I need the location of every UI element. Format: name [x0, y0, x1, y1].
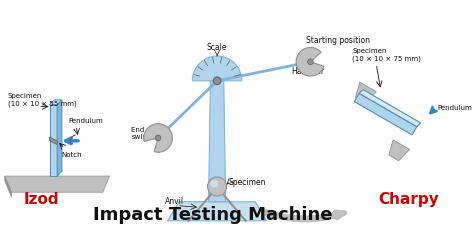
Text: Scale: Scale — [207, 43, 228, 52]
Text: Hammer: Hammer — [292, 66, 325, 76]
Text: Charpy: Charpy — [378, 192, 439, 208]
Circle shape — [213, 77, 221, 85]
Circle shape — [155, 135, 161, 141]
Text: Izod: Izod — [24, 192, 59, 208]
Polygon shape — [5, 176, 11, 197]
Text: Notch: Notch — [61, 152, 82, 158]
Polygon shape — [5, 176, 109, 192]
Text: Impact Testing Machine: Impact Testing Machine — [92, 206, 332, 224]
Circle shape — [210, 180, 218, 187]
Polygon shape — [356, 82, 376, 103]
Circle shape — [208, 177, 227, 196]
Wedge shape — [296, 48, 324, 76]
Polygon shape — [49, 100, 62, 105]
Polygon shape — [49, 105, 57, 176]
Wedge shape — [144, 124, 173, 152]
Text: Starting position: Starting position — [306, 36, 370, 45]
Text: Specimen: Specimen — [228, 178, 266, 187]
Polygon shape — [168, 202, 267, 221]
Polygon shape — [389, 140, 410, 161]
Text: Specimen
(10 × 10 × 75 mm): Specimen (10 × 10 × 75 mm) — [352, 48, 421, 62]
Polygon shape — [359, 90, 421, 127]
Text: End of
swing: End of swing — [131, 127, 154, 140]
Text: Pendulum: Pendulum — [69, 118, 103, 124]
Text: Specimen
(10 × 10 × 55 mm): Specimen (10 × 10 × 55 mm) — [8, 92, 76, 106]
Wedge shape — [192, 56, 242, 81]
Circle shape — [308, 59, 313, 65]
Polygon shape — [49, 137, 57, 145]
Polygon shape — [355, 93, 417, 135]
Polygon shape — [57, 100, 62, 176]
Text: Anvil: Anvil — [165, 197, 184, 205]
Polygon shape — [209, 81, 226, 202]
Text: Pendulum: Pendulum — [438, 105, 473, 111]
